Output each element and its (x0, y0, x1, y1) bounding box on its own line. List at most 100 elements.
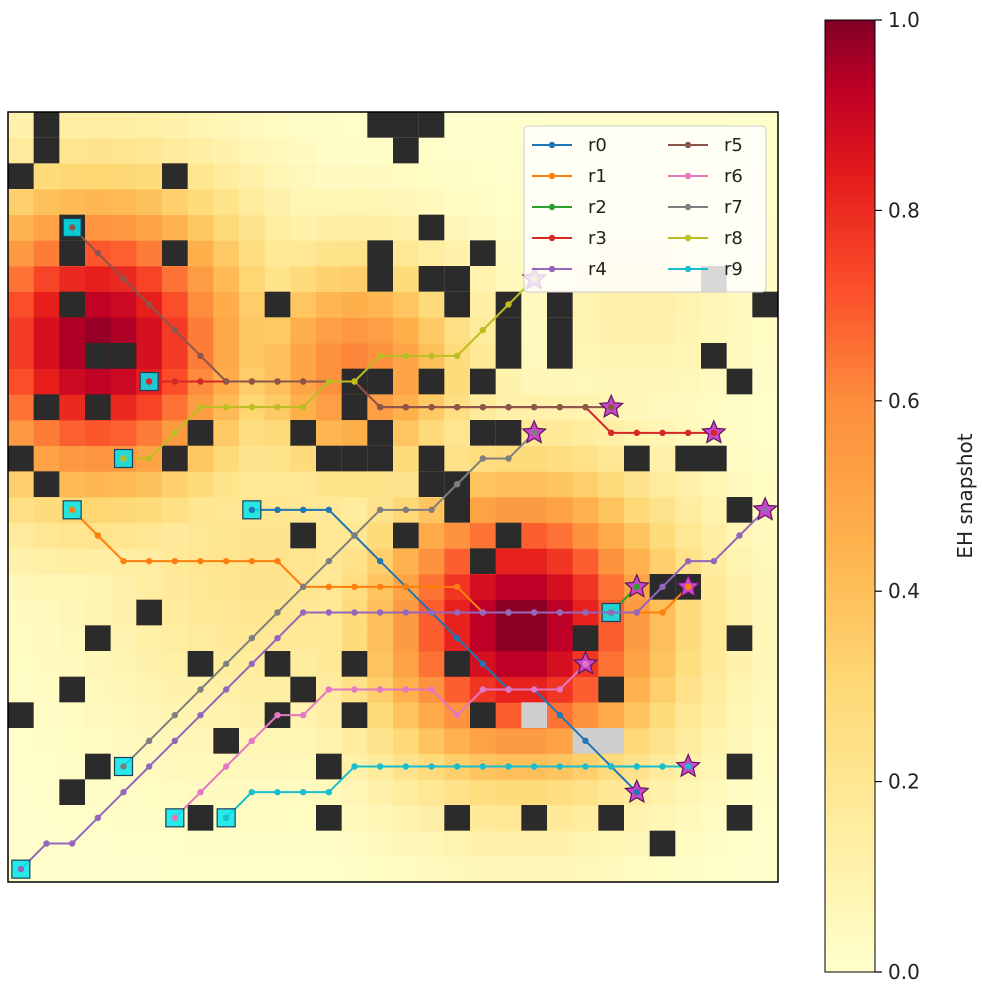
heat-cell (162, 214, 189, 241)
obstacle-cell (393, 137, 419, 164)
heat-cell (701, 805, 728, 832)
heat-cell (624, 317, 651, 344)
heat-cell (418, 548, 445, 575)
obstacle-cell (8, 702, 34, 728)
heat-cell (521, 317, 548, 344)
heat-cell (162, 343, 189, 370)
goal-dot-r4 (761, 506, 769, 514)
heat-cell (341, 163, 368, 190)
waypoint-r7 (299, 583, 307, 591)
heat-cell (701, 291, 728, 318)
heat-cell (136, 779, 163, 806)
heat-cell (33, 779, 60, 806)
heat-cell (33, 420, 60, 447)
heat-cell (213, 830, 240, 857)
heat-cell (572, 291, 599, 318)
obstacle-cell (675, 445, 701, 472)
waypoint-r7 (325, 557, 333, 565)
path-r6 (165, 650, 599, 828)
heat-cell (341, 625, 368, 652)
waypoint-r6 (556, 686, 564, 693)
heat-cell (8, 753, 35, 780)
heat-cell (110, 112, 137, 139)
legend-swatch-dot (548, 203, 556, 211)
waypoint-r0 (299, 506, 307, 514)
heat-cell (675, 805, 702, 832)
goal-dot-r7 (530, 429, 538, 437)
waypoint-r1 (171, 557, 179, 565)
heat-cell (367, 830, 394, 857)
heat-cell (110, 368, 137, 395)
heat-cell (752, 753, 779, 780)
heat-cell (521, 574, 548, 601)
heat-cell (110, 214, 137, 241)
waypoint-r3 (171, 378, 179, 385)
waypoint-r8 (479, 326, 487, 334)
heat-cell (572, 522, 599, 549)
heat-cell (264, 471, 291, 498)
heat-cell (624, 805, 651, 832)
waypoint-r4 (68, 840, 76, 847)
heat-cell (341, 830, 368, 857)
heat-cell (110, 163, 137, 190)
heat-cell (393, 728, 420, 755)
obstacle-cell (547, 343, 573, 369)
waypoint-r4 (43, 840, 50, 847)
obstacle-cell (495, 522, 522, 549)
obstacle-cell (547, 317, 573, 343)
waypoint-r1 (120, 557, 127, 565)
legend-swatch-dot (684, 172, 692, 180)
heat-cell (418, 291, 445, 318)
obstacle-cell (136, 599, 162, 626)
faded-obstacle-cell (521, 702, 547, 728)
heat-cell (213, 599, 240, 626)
heat-cell (264, 753, 291, 780)
waypoint-r5 (120, 275, 127, 283)
heat-cell (649, 779, 676, 806)
heat-cell (136, 240, 163, 267)
heat-cell (701, 728, 728, 755)
heat-cell (187, 856, 214, 883)
waypoint-r7 (145, 737, 153, 745)
obstacle-cell (418, 112, 445, 138)
waypoint-r5 (479, 403, 487, 411)
heat-cell (470, 112, 497, 139)
heat-cell (136, 522, 163, 549)
heat-cell (33, 189, 60, 216)
heat-cell (110, 394, 137, 421)
waypoint-r4 (222, 686, 230, 693)
heat-cell (264, 163, 291, 190)
legend-label: r0 (588, 135, 607, 156)
heat-cell (418, 651, 445, 678)
heat-cell (8, 112, 35, 139)
heat-cell (85, 702, 112, 729)
faded-obstacle-cell (598, 728, 624, 754)
waypoint-r7 (376, 506, 384, 514)
obstacle-cell (367, 445, 393, 472)
obstacle-cell (547, 291, 573, 318)
heat-cell (33, 805, 60, 832)
heat-cell (393, 779, 420, 806)
heat-cell (316, 266, 343, 293)
heat-cell (726, 420, 753, 447)
heat-cell (213, 112, 240, 139)
waypoint-r6 (248, 737, 256, 745)
obstacle-cell (444, 805, 470, 831)
heat-cell (393, 471, 420, 498)
heat-cell (341, 497, 368, 524)
heat-cell (495, 574, 522, 601)
heat-cell (33, 625, 60, 652)
legend-entry-r3: r3 (532, 228, 607, 249)
waypoint-r4 (582, 609, 589, 616)
heat-cell (33, 702, 60, 729)
heat-cell (264, 805, 291, 832)
legend: r0 r1 r2 r3 r4 r5 r6 r7 r8 r9 (523, 125, 767, 293)
heat-cell (495, 189, 522, 216)
heat-cell (598, 830, 625, 857)
obstacle-layer (8, 112, 778, 857)
waypoint-r6 (479, 686, 487, 693)
heat-cell (393, 368, 420, 395)
heat-cell (110, 240, 137, 267)
waypoint-r0 (556, 711, 564, 719)
heat-cell (264, 266, 291, 293)
